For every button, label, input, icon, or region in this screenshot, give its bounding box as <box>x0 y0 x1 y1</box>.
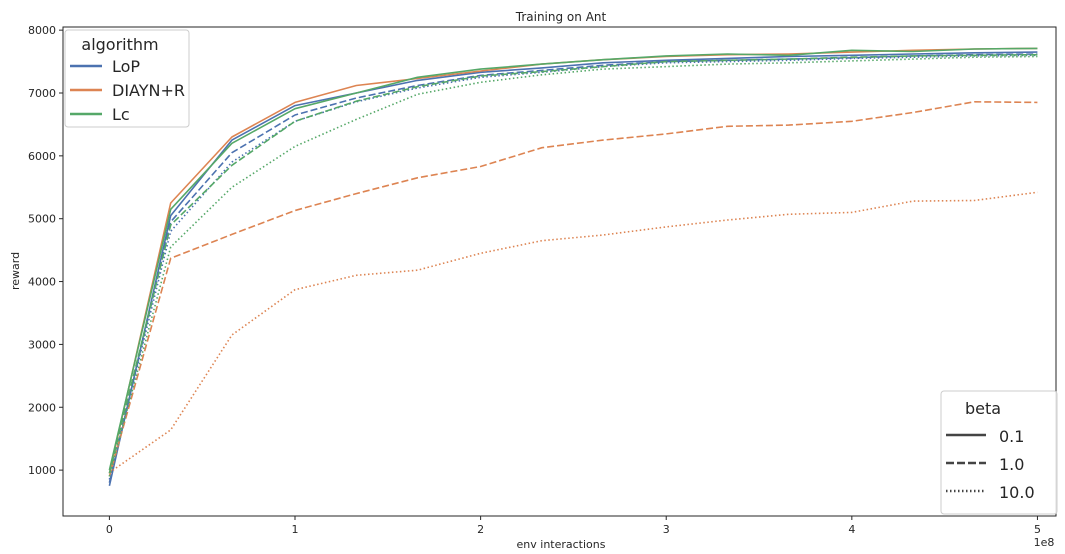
series-line-lop-beta-1-0 <box>108 53 1038 483</box>
series-line-lop-beta-0-1 <box>108 51 1038 486</box>
legend-label-beta-0-1: 0.1 <box>999 427 1024 446</box>
series-line-lc-beta-0-1 <box>108 47 1038 471</box>
legend-label-beta-10-0: 10.0 <box>999 483 1035 502</box>
y-axis-ticks: 1000 2000 3000 4000 5000 6000 7000 8000 <box>28 24 63 477</box>
legend-algorithm: algorithm LoP DIAYN+R Lc <box>64 29 190 128</box>
x-tick-label: 4 <box>848 523 855 536</box>
series-line-diayn-r-beta-1-0 <box>108 101 1038 477</box>
legend-algorithm-box <box>64 29 190 128</box>
y-tick-label: 4000 <box>28 276 56 289</box>
legend-label-diayn-r: DIAYN+R <box>112 81 185 100</box>
x-axis-offset-label: 1e8 <box>1034 536 1055 549</box>
legend-beta: beta 0.1 1.0 10.0 <box>940 390 1058 515</box>
y-tick-label: 1000 <box>28 464 56 477</box>
x-tick-label: 3 <box>663 523 670 536</box>
legend-beta-title: beta <box>965 399 1001 418</box>
x-tick-label: 1 <box>292 523 299 536</box>
series-line-lop-beta-10-0 <box>108 54 1038 480</box>
x-axis-label: env interactions <box>517 538 606 551</box>
series-line-diayn-r-beta-10-0 <box>108 191 1038 474</box>
series-line-lc-beta-1-0 <box>108 53 1038 474</box>
series-line-lc-beta-10-0 <box>108 55 1038 477</box>
series-line-diayn-r-beta-0-1 <box>108 47 1038 474</box>
x-tick-label: 5 <box>1034 523 1041 536</box>
y-axis-label: reward <box>9 252 22 290</box>
y-tick-label: 6000 <box>28 150 56 163</box>
y-tick-label: 5000 <box>28 213 56 226</box>
y-tick-label: 8000 <box>28 24 56 37</box>
legend-label-lc: Lc <box>112 105 130 124</box>
legend-label-lop: LoP <box>112 57 140 76</box>
axes-frame <box>62 26 1057 517</box>
x-axis-ticks: 0 1 2 3 4 5 <box>106 516 1041 536</box>
y-tick-label: 2000 <box>28 401 56 414</box>
legend-beta-box <box>940 390 1058 515</box>
y-tick-label: 3000 <box>28 338 56 351</box>
y-tick-label: 7000 <box>28 87 56 100</box>
legend-algorithm-title: algorithm <box>81 35 158 54</box>
legend-label-beta-1-0: 1.0 <box>999 455 1024 474</box>
x-tick-label: 2 <box>477 523 484 536</box>
series-layer <box>108 47 1038 486</box>
plot-area: 0 1 2 3 4 5 1000 2000 3000 4000 5000 6000 7000 8000 <box>28 24 1057 536</box>
chart-title: Training on Ant <box>515 10 607 24</box>
x-tick-label: 0 <box>106 523 113 536</box>
